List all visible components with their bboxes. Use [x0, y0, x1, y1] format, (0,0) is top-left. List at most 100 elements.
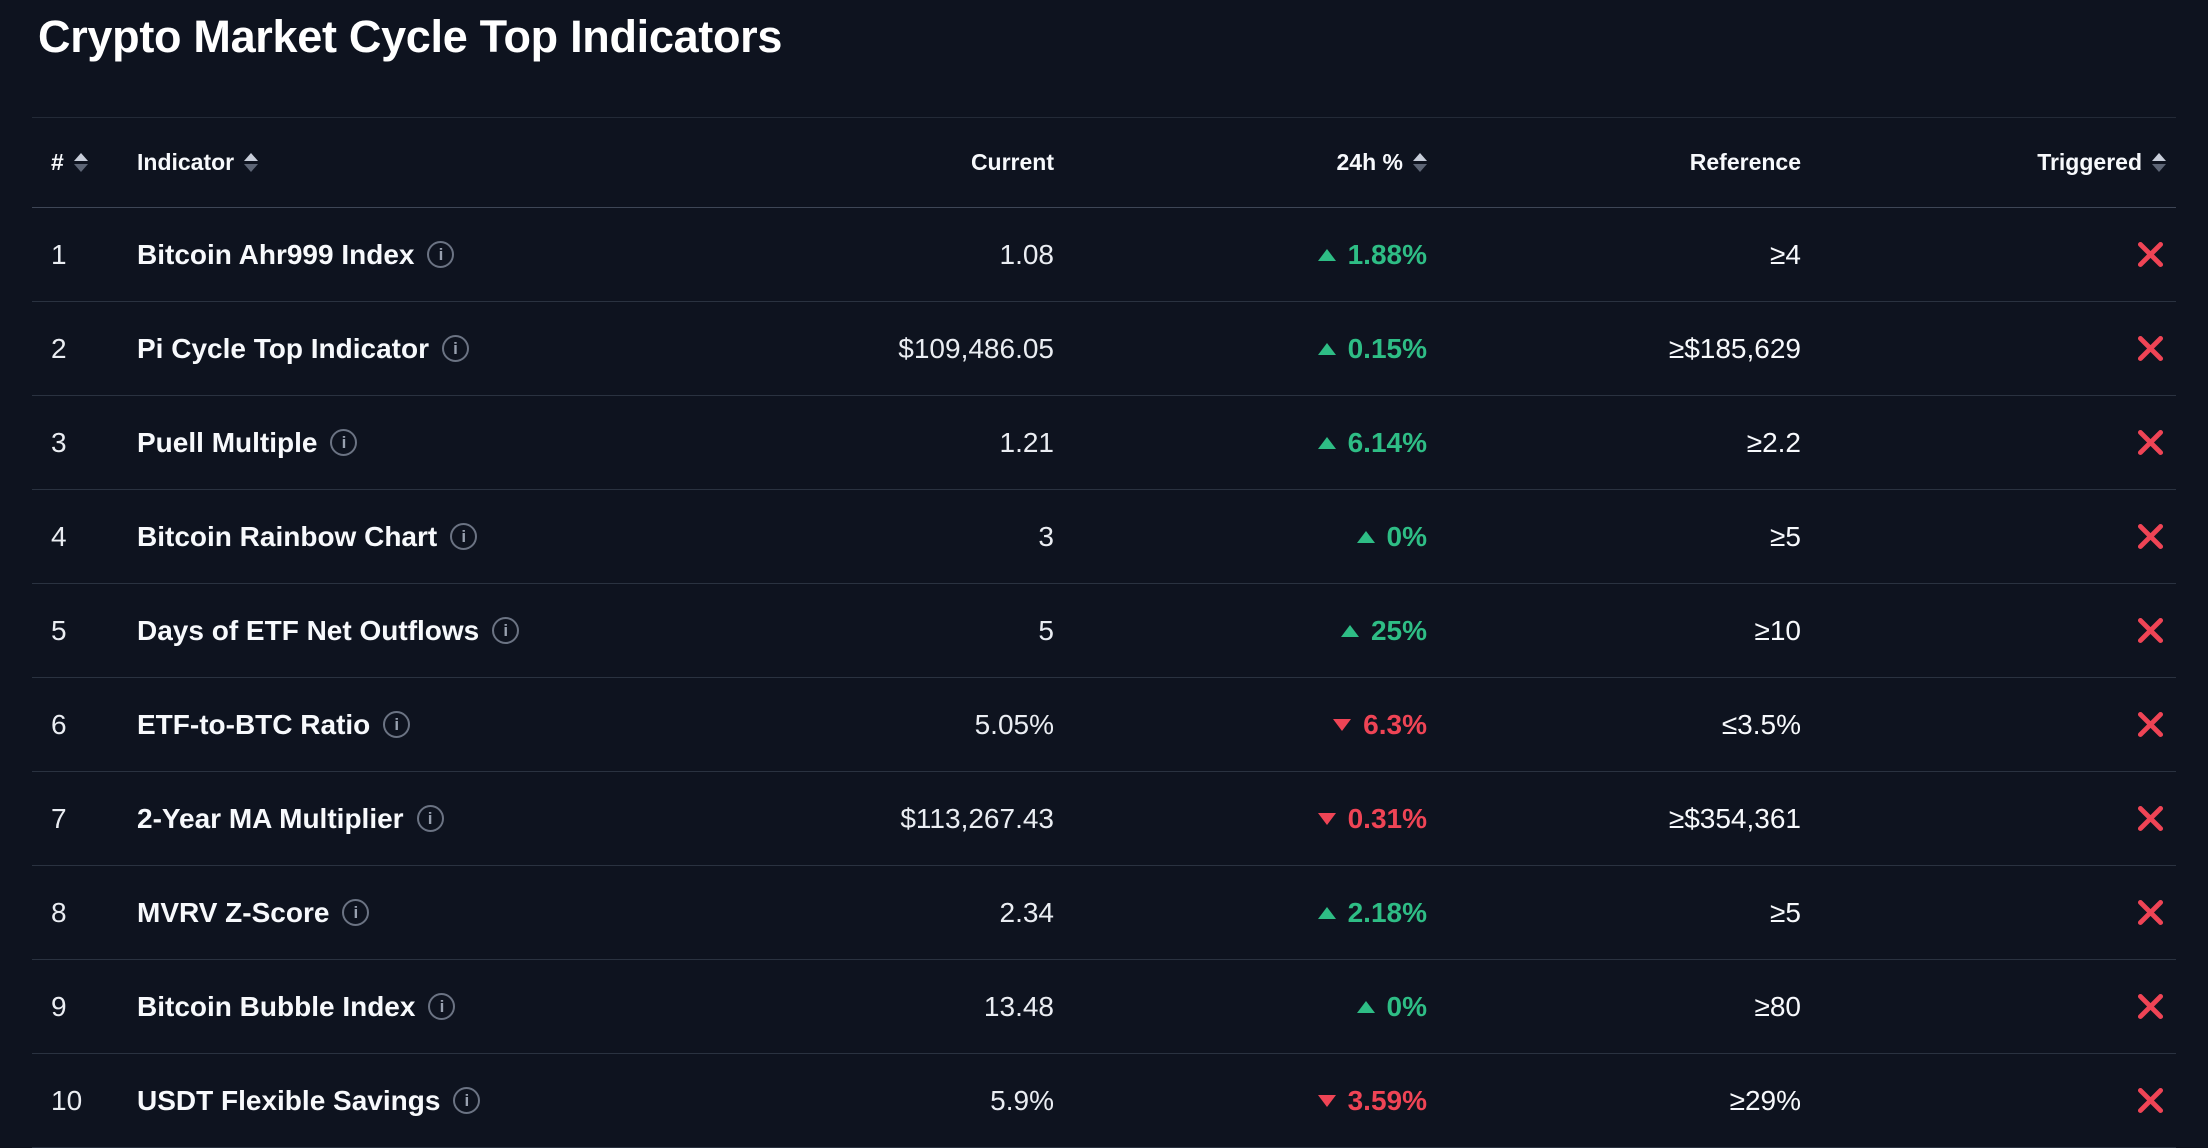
- current-value-cell: $109,486.05: [898, 332, 1054, 364]
- rank-cell: 6: [51, 708, 67, 740]
- sort-icon: [2152, 153, 2166, 172]
- change-cell: 6.3%: [1096, 709, 1471, 741]
- reference-cell: ≥4: [1770, 238, 1801, 270]
- change-arrow-icon: [1356, 530, 1375, 543]
- current-value-cell: 2.34: [999, 896, 1055, 928]
- table-row: 2 Pi Cycle Top Indicator i $109,486.05 0…: [32, 302, 2176, 396]
- change-value: 0%: [1386, 990, 1427, 1022]
- change-value: 0.31%: [1347, 802, 1427, 834]
- change-value: 0.15%: [1347, 332, 1427, 364]
- triggered-cell: [1846, 991, 2176, 1022]
- indicator-cell: MVRV Z-Score i: [137, 897, 766, 929]
- sort-icon: [1413, 153, 1427, 172]
- column-header-label: 24h %: [1336, 149, 1403, 175]
- change-arrow-icon: [1340, 624, 1359, 637]
- info-icon[interactable]: i: [441, 335, 469, 362]
- triggered-cell: [1846, 521, 2176, 552]
- indicator-cell: 2-Year MA Multiplier i: [137, 803, 766, 835]
- current-value-cell: 1.08: [999, 238, 1055, 270]
- change-value: 6.14%: [1347, 426, 1427, 458]
- column-header-rank[interactable]: #: [32, 149, 137, 176]
- indicator-cell: Pi Cycle Top Indicator i: [137, 333, 766, 365]
- rank-cell: 8: [51, 896, 67, 928]
- info-icon[interactable]: i: [383, 711, 411, 738]
- triggered-cell: [1846, 803, 2176, 834]
- change-value: 25%: [1370, 614, 1427, 646]
- change-arrow-icon: [1317, 436, 1336, 449]
- table-row: 8 MVRV Z-Score i 2.34 2.18% ≥5: [32, 866, 2176, 960]
- info-icon[interactable]: i: [450, 523, 478, 550]
- table-header-row: # Indicator Current 24h % Reference Trig…: [32, 117, 2176, 208]
- info-icon[interactable]: i: [416, 805, 444, 832]
- x-icon: [2137, 993, 2164, 1020]
- change-value: 6.3%: [1363, 708, 1427, 740]
- triggered-cell: [1846, 897, 2176, 928]
- column-header-triggered[interactable]: Triggered: [1846, 149, 2176, 176]
- table-row: 4 Bitcoin Rainbow Chart i 3 0% ≥5: [32, 490, 2176, 584]
- triggered-cell: [1846, 1085, 2176, 1116]
- table-row: 6 ETF-to-BTC Ratio i 5.05% 6.3% ≤3.5%: [32, 678, 2176, 772]
- current-value-cell: 5.9%: [990, 1084, 1054, 1116]
- indicator-cell: ETF-to-BTC Ratio i: [137, 709, 766, 741]
- reference-cell: ≥5: [1770, 520, 1801, 552]
- column-header-label: Indicator: [137, 149, 235, 175]
- change-cell: 2.18%: [1096, 897, 1471, 929]
- reference-cell: ≥29%: [1729, 1084, 1801, 1116]
- rank-cell: 7: [51, 802, 67, 834]
- change-arrow-icon: [1317, 1094, 1336, 1107]
- current-value-cell: 3: [1038, 520, 1054, 552]
- change-arrow-icon: [1333, 718, 1352, 731]
- reference-cell: ≤3.5%: [1721, 708, 1801, 740]
- triggered-cell: [1846, 615, 2176, 646]
- rank-cell: 10: [51, 1084, 83, 1116]
- indicator-cell: Days of ETF Net Outflows i: [137, 615, 766, 647]
- column-header-label: #: [51, 149, 64, 175]
- info-icon[interactable]: i: [330, 429, 358, 456]
- table-body: 1 Bitcoin Ahr999 Index i 1.08 1.88% ≥4 2…: [32, 208, 2176, 1148]
- column-header-label: Triggered: [2037, 149, 2142, 175]
- column-header-indicator[interactable]: Indicator: [137, 149, 766, 176]
- indicator-name: MVRV Z-Score: [137, 896, 330, 928]
- rank-cell: 5: [51, 614, 67, 646]
- indicator-cell: Bitcoin Rainbow Chart i: [137, 521, 766, 553]
- info-icon[interactable]: i: [428, 993, 456, 1020]
- triggered-cell: [1846, 333, 2176, 364]
- change-arrow-icon: [1317, 342, 1336, 355]
- change-cell: 0.15%: [1096, 333, 1471, 365]
- indicators-table: # Indicator Current 24h % Reference Trig…: [32, 117, 2176, 1148]
- indicator-name: Bitcoin Ahr999 Index: [137, 238, 415, 270]
- x-icon: [2137, 335, 2164, 362]
- indicator-name: Pi Cycle Top Indicator: [137, 332, 429, 364]
- indicator-name: Bitcoin Rainbow Chart: [137, 520, 438, 552]
- rank-cell: 1: [51, 238, 67, 270]
- table-row: 9 Bitcoin Bubble Index i 13.48 0% ≥80: [32, 960, 2176, 1054]
- change-value: 2.18%: [1347, 896, 1427, 928]
- table-row: 5 Days of ETF Net Outflows i 5 25% ≥10: [32, 584, 2176, 678]
- x-icon: [2137, 899, 2164, 926]
- indicator-name: Bitcoin Bubble Index: [137, 990, 416, 1022]
- column-header-label: Reference: [1689, 149, 1801, 175]
- info-icon[interactable]: i: [453, 1087, 481, 1114]
- triggered-cell: [1846, 709, 2176, 740]
- indicator-name: ETF-to-BTC Ratio: [137, 708, 371, 740]
- rank-cell: 3: [51, 426, 67, 458]
- change-value: 3.59%: [1347, 1084, 1427, 1116]
- x-icon: [2137, 617, 2164, 644]
- change-cell: 0%: [1096, 521, 1471, 553]
- reference-cell: ≥5: [1770, 896, 1801, 928]
- x-icon: [2137, 711, 2164, 738]
- info-icon[interactable]: i: [492, 617, 520, 644]
- rank-cell: 2: [51, 332, 67, 364]
- change-cell: 3.59%: [1096, 1085, 1471, 1117]
- current-value-cell: 1.21: [999, 426, 1055, 458]
- change-arrow-icon: [1317, 812, 1336, 825]
- sort-icon: [73, 153, 88, 172]
- info-icon[interactable]: i: [427, 241, 455, 268]
- column-header-24h[interactable]: 24h %: [1096, 149, 1471, 176]
- indicator-name: USDT Flexible Savings: [137, 1084, 441, 1116]
- x-icon: [2137, 241, 2164, 268]
- indicator-cell: Puell Multiple i: [137, 427, 766, 459]
- info-icon[interactable]: i: [342, 899, 370, 926]
- indicator-name: Puell Multiple: [137, 426, 318, 458]
